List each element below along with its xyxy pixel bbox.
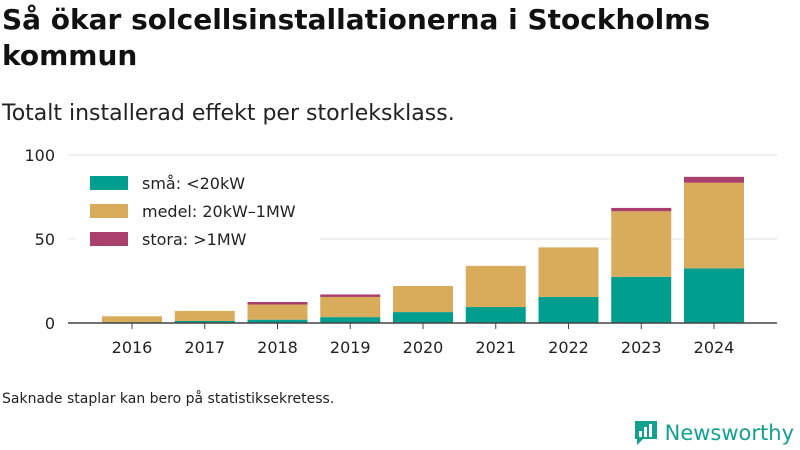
y-tick-label: 50: [35, 230, 55, 249]
bar-segment-2: [102, 316, 162, 323]
legend-label: stora: >1MW: [142, 230, 247, 249]
brand-name: Newsworthy: [664, 421, 794, 445]
bar-segment-1: [174, 320, 235, 323]
footnote: Saknade staplar kan bero på statistiksek…: [2, 391, 335, 407]
x-tick-label: 2024: [694, 338, 735, 357]
x-tick-label: 2017: [184, 338, 225, 357]
bar-segment-1: [538, 296, 599, 323]
bar-segment-2: [538, 247, 599, 297]
bar-segment-3: [611, 207, 672, 212]
legend-label: medel: 20kW–1MW: [142, 202, 296, 221]
legend-label: små: <20kW: [142, 174, 245, 193]
bar-segment-2: [465, 265, 526, 308]
bar-segment-1: [247, 319, 308, 323]
bar-segment-3: [684, 176, 744, 183]
bar-segment-2: [393, 286, 453, 313]
x-tick-label: 2020: [403, 338, 444, 357]
newsworthy-logo: Newsworthy: [633, 419, 794, 447]
x-tick-label: 2021: [475, 338, 516, 357]
bar-segment-1: [684, 268, 744, 323]
y-tick-label: 100: [24, 146, 55, 165]
bar-segment-2: [320, 296, 381, 318]
bar-segment-3: [247, 302, 308, 305]
bar-chart-icon: [634, 421, 657, 445]
chart-subtitle: Totalt installerad effekt per storlekskl…: [2, 101, 455, 126]
x-tick-label: 2019: [330, 338, 371, 357]
bar-segment-2: [611, 211, 672, 277]
bar-segment-2: [684, 182, 744, 269]
x-tick-label: 2022: [548, 338, 589, 357]
bar-segment-1: [320, 317, 381, 323]
legend-swatch: [90, 204, 128, 218]
legend-swatch: [90, 176, 128, 190]
y-tick-label: 0: [45, 314, 55, 333]
x-tick-label: 2018: [257, 338, 298, 357]
bar-segment-3: [320, 294, 381, 297]
bar-chart: 0 50 100 2016 2017 2018 2019 2020 2021 2022 2023 20…: [24, 146, 777, 357]
x-tick-label: 2016: [112, 338, 153, 357]
chart-title: Så ökar solcellsinstallationerna i Stock…: [2, 3, 711, 72]
x-tick-label: 2023: [621, 338, 662, 357]
bar-segment-2: [247, 304, 308, 320]
bar-segment-1: [393, 312, 453, 323]
bar-segment-2: [174, 310, 235, 321]
bar-segment-1: [611, 276, 672, 323]
legend-swatch: [90, 232, 128, 246]
bar-segment-1: [465, 307, 526, 323]
